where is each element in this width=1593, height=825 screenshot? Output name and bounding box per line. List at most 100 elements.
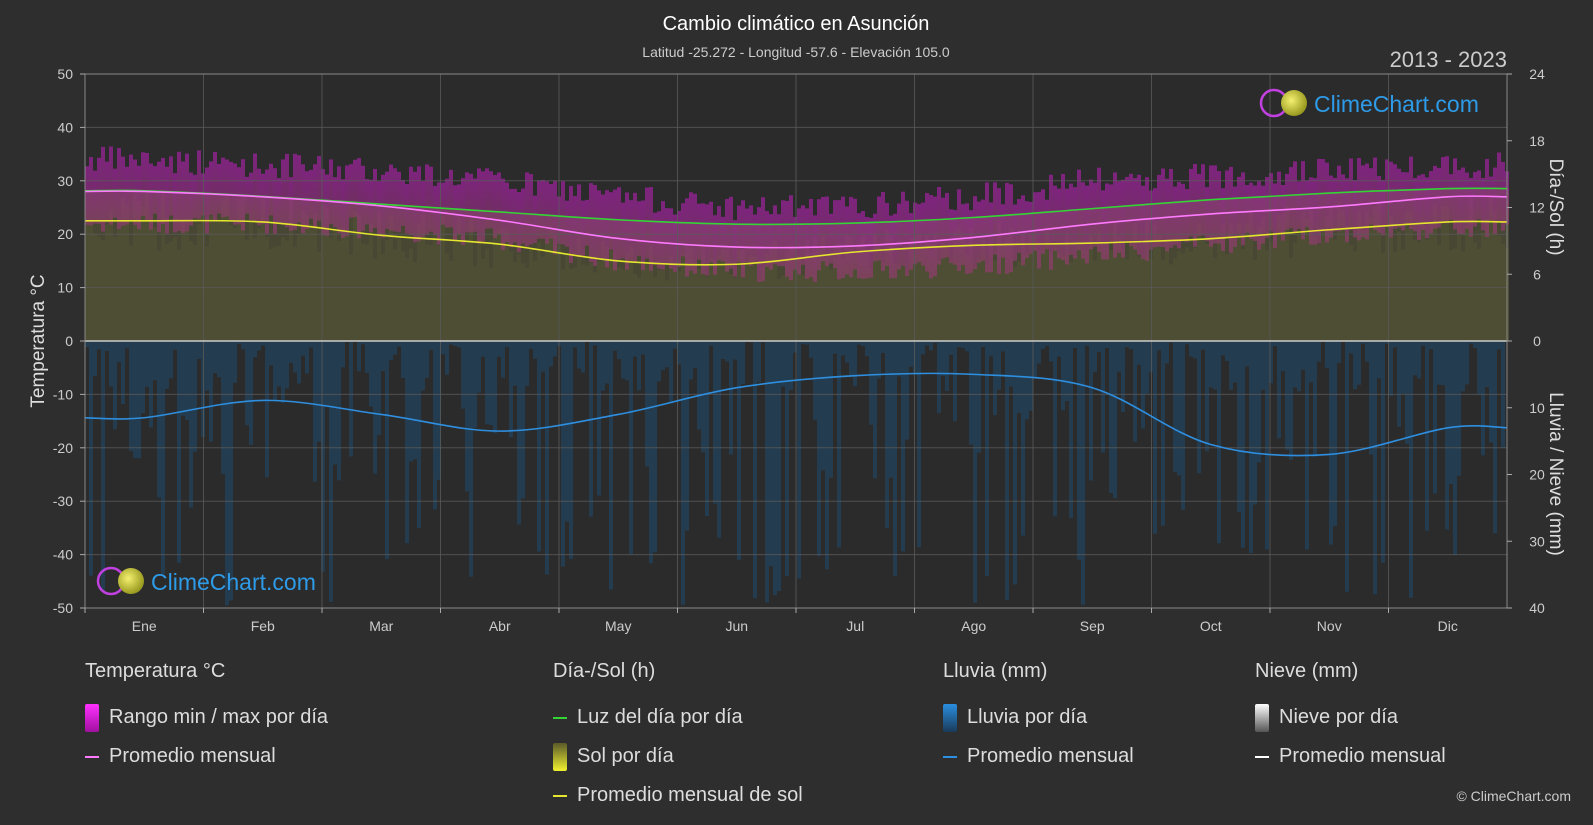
rain-bar <box>545 341 549 575</box>
temp-range-bar <box>773 205 777 265</box>
daylight-bar <box>1313 193 1317 341</box>
daylight-bar <box>1145 204 1149 341</box>
rain-bar <box>225 341 229 606</box>
rain-bar <box>769 341 773 567</box>
temp-range-bar <box>229 161 233 221</box>
rain-bar <box>1313 341 1317 457</box>
daylight-bar <box>697 222 701 341</box>
rain-bar <box>1233 341 1237 383</box>
rain-bar <box>1485 341 1489 388</box>
temp-range-bar <box>117 148 121 230</box>
temp-range-bar <box>1025 201 1029 258</box>
x-tick-label: Jul <box>846 618 864 634</box>
temp-range-bar <box>149 163 153 230</box>
temp-range-bar <box>929 194 933 279</box>
rain-bar <box>389 341 393 361</box>
daylight-bar <box>605 218 609 341</box>
daylight-bar <box>581 217 585 341</box>
rain-bar <box>297 341 301 384</box>
temp-range-bar <box>941 197 945 259</box>
daylight-bar <box>137 190 141 341</box>
temp-range-bar <box>369 179 373 233</box>
temp-range-bar <box>893 213 897 279</box>
temp-range-bar <box>733 220 737 277</box>
rain-bar <box>181 341 185 416</box>
daylight-bar <box>965 217 969 341</box>
daylight-bar <box>529 214 533 341</box>
rain-bar <box>729 341 733 455</box>
temp-range-bar <box>901 191 905 266</box>
rain-bar <box>1357 341 1361 385</box>
rain-bar <box>649 341 653 564</box>
rain-bar <box>529 341 533 349</box>
temp-range-bar <box>373 168 377 228</box>
daylight-bar <box>541 214 545 341</box>
daylight-bar <box>229 194 233 341</box>
legend-label: Promedio mensual <box>1279 745 1446 767</box>
rain-bar <box>901 341 905 552</box>
rain-bar <box>1117 341 1121 372</box>
temp-range-bar <box>993 182 997 255</box>
rain-bar <box>1061 341 1065 411</box>
daylight-bar <box>1349 192 1353 341</box>
x-tick-label: Jun <box>725 618 748 634</box>
rain-bar <box>429 341 433 351</box>
daylight-bar <box>1333 192 1337 341</box>
temp-range-bar <box>1221 188 1225 251</box>
daylight-bar <box>553 215 557 341</box>
rain-bar <box>885 341 889 529</box>
rain-bar <box>89 341 93 576</box>
daylight-bar <box>1057 211 1061 341</box>
temp-range-bar <box>713 215 717 275</box>
temp-range-bar <box>1129 173 1133 247</box>
rain-bar <box>405 341 409 544</box>
rain-bar <box>793 341 797 353</box>
rain-bar <box>513 341 517 386</box>
daylight-bar <box>1365 191 1369 341</box>
daylight-bar <box>793 223 797 341</box>
daylight-bar <box>257 196 261 341</box>
rain-bar <box>561 341 565 567</box>
rain-bar <box>217 341 221 378</box>
y-right-top-label: Día-/Sol (h) <box>1545 158 1566 255</box>
temp-range-bar <box>1309 177 1313 245</box>
temp-range-bar <box>1117 181 1121 253</box>
temp-range-bar <box>701 203 705 274</box>
rain-bar <box>393 341 397 355</box>
temp-range-bar <box>329 159 333 225</box>
daylight-bar <box>617 219 621 341</box>
temp-range-bar <box>601 194 605 260</box>
series-line <box>84 190 1508 249</box>
rain-bar <box>269 341 273 366</box>
temp-range-bar <box>493 174 497 238</box>
rain-bar <box>933 341 937 343</box>
temp-range-bar <box>1141 185 1145 260</box>
daylight-bar <box>349 202 353 341</box>
daylight-bar <box>437 207 441 341</box>
temp-range-bar <box>529 174 533 245</box>
daylight-bar <box>413 206 417 341</box>
temp-range-bar <box>1237 176 1241 237</box>
rain-bar <box>309 341 313 348</box>
rain-bar <box>93 341 97 377</box>
rain-bar <box>817 341 821 557</box>
rain-bar <box>929 341 933 351</box>
daylight-bar <box>1025 213 1029 341</box>
daylight-bar <box>1441 188 1445 341</box>
daylight-bar <box>461 209 465 341</box>
temp-range-bar <box>605 190 609 268</box>
temp-range-bar <box>957 189 961 271</box>
rain-bar <box>889 341 893 478</box>
temp-range-bar <box>1429 171 1433 234</box>
daylight-bar <box>261 196 265 341</box>
temp-range-bar <box>849 197 853 278</box>
rain-bar <box>221 341 225 474</box>
rain-bar <box>1241 341 1245 548</box>
y-right-tick-label: 24 <box>1529 66 1545 82</box>
daylight-bar <box>701 222 705 341</box>
daylight-bar <box>133 190 137 341</box>
temp-range-bar <box>1409 156 1413 229</box>
x-tick-label: May <box>605 618 631 634</box>
daylight-bar <box>633 220 637 341</box>
rain-bar <box>1389 341 1393 397</box>
